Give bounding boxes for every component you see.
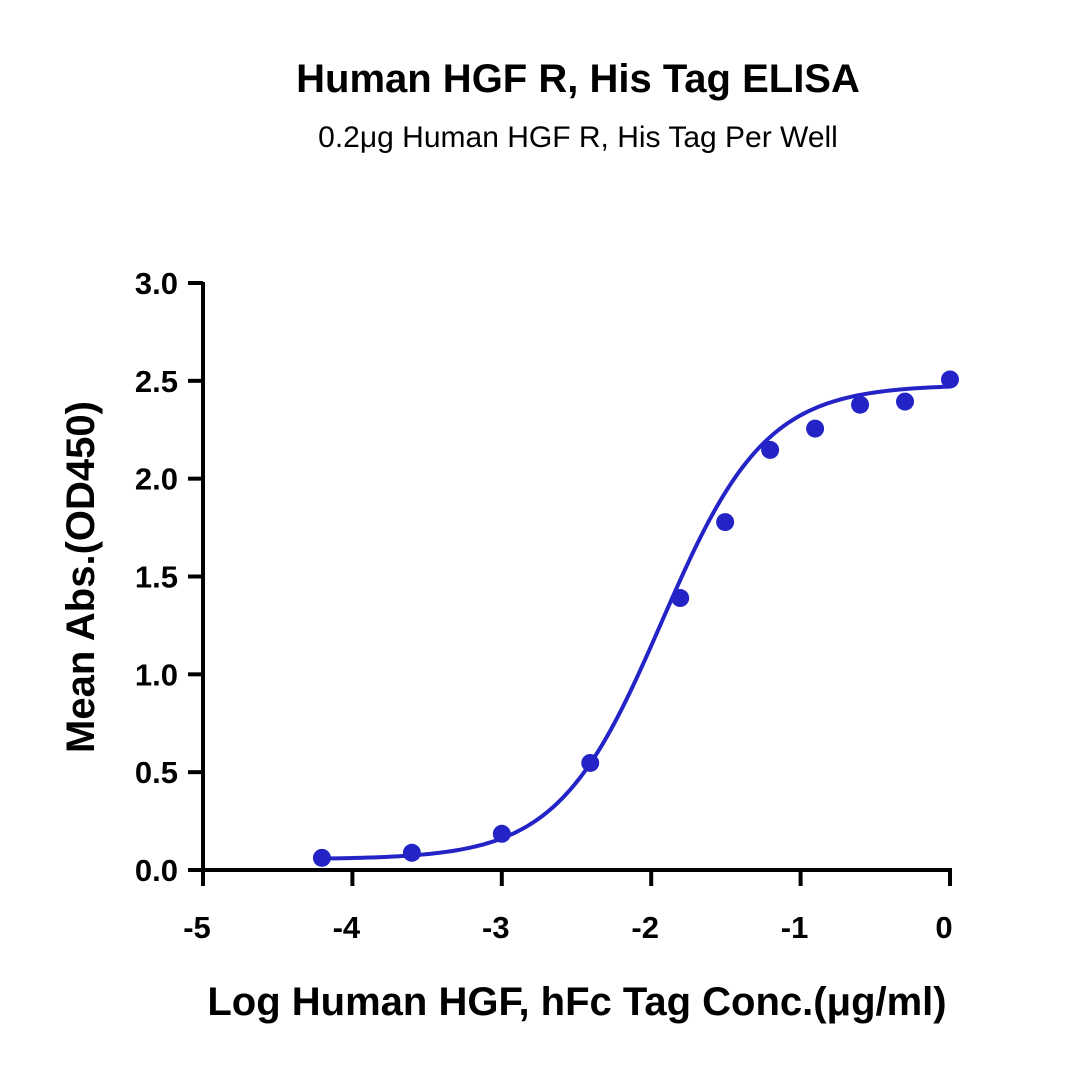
y-axis-ticks: 0.0 0.5 1.0 1.5 2.0 2.5 3.0: [135, 266, 203, 888]
data-point: [806, 419, 825, 438]
data-point: [896, 392, 915, 411]
x-tick-label: -1: [781, 910, 809, 945]
data-point: [312, 848, 331, 867]
data-point: [492, 824, 511, 843]
x-axis-label: Log Human HGF, hFc Tag Conc.(μg/ml): [207, 980, 946, 1024]
x-tick-label: -5: [183, 910, 211, 945]
x-axis-ticks: -5 -4 -3 -2 -1 0: [183, 870, 953, 945]
y-tick-label: 1.0: [135, 657, 178, 692]
data-point: [671, 589, 690, 608]
y-tick-label: 0.5: [135, 755, 178, 790]
x-tick-label: -2: [631, 910, 659, 945]
chart-subtitle: 0.2μg Human HGF R, His Tag Per Well: [318, 121, 838, 154]
fit-curve-layer: [319, 384, 952, 861]
y-axis-label: Mean Abs.(OD450): [59, 401, 103, 753]
x-tick-label: -4: [333, 910, 361, 945]
data-point: [761, 440, 780, 459]
y-tick-label: 1.5: [135, 560, 178, 595]
data-points-layer: [312, 370, 959, 867]
fit-curve-line: [319, 384, 952, 861]
chart-title: Human HGF R, His Tag ELISA: [296, 57, 860, 101]
y-tick-label: 3.0: [135, 266, 178, 301]
y-tick-label: 2.0: [135, 462, 178, 497]
y-tick-label: 0.0: [135, 853, 178, 888]
y-tick-label: 2.5: [135, 364, 178, 399]
x-tick-label: -3: [482, 910, 510, 945]
data-point: [851, 395, 870, 414]
data-point: [941, 370, 959, 389]
data-point: [402, 843, 421, 862]
x-tick-label: 0: [935, 910, 952, 945]
data-point: [716, 513, 735, 532]
data-point: [581, 753, 600, 772]
